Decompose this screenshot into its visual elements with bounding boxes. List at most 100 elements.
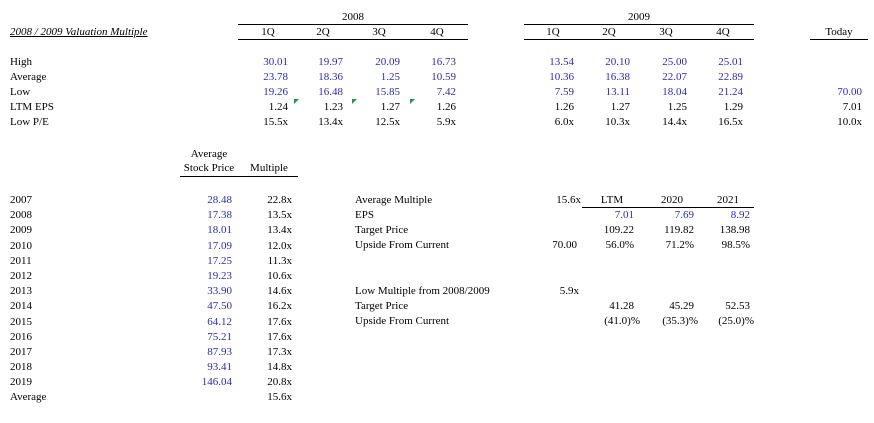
cell-2009-q2-high: 20.10 bbox=[605, 56, 630, 68]
cell-2008-q1-eps: 1.24 bbox=[268, 101, 288, 113]
cell-2009-q4-high: 25.01 bbox=[718, 56, 743, 68]
eps-ltm: 7.01 bbox=[614, 209, 634, 221]
history-year: 2009 bbox=[10, 224, 32, 237]
cell-today-pe: 10.0x bbox=[837, 116, 862, 128]
cell-2009-q2-pe: 10.3x bbox=[605, 116, 630, 128]
history-multiple: 16.2x bbox=[267, 300, 292, 313]
cell-2009-q2-low: 13.11 bbox=[605, 86, 630, 98]
q-header-2009-4: 4Q bbox=[716, 26, 730, 38]
history-price: 17.38 bbox=[207, 209, 232, 222]
cell-2009-q3-low: 18.04 bbox=[662, 86, 687, 98]
row-label-low-pe: Low P/E bbox=[10, 116, 49, 128]
cell-2009-q3-pe: 14.4x bbox=[662, 116, 687, 128]
low-target-price-2020: 45.29 bbox=[669, 300, 694, 312]
q-header-2008-2: 2Q bbox=[316, 26, 330, 38]
history-year: 2015 bbox=[10, 315, 32, 328]
cell-2008-q1-avg: 23.78 bbox=[263, 71, 288, 83]
col-header-2021: 2021 bbox=[717, 194, 739, 206]
upside-ltm: 56.0% bbox=[605, 239, 634, 251]
row-label-low: Low bbox=[10, 86, 31, 98]
cell-2009-q4-low: 21.24 bbox=[718, 86, 743, 98]
comment-marker-icon bbox=[294, 99, 299, 104]
history-price: 17.09 bbox=[207, 239, 232, 252]
history-price: 28.48 bbox=[207, 194, 232, 206]
history-price: 33.90 bbox=[207, 285, 232, 298]
q-underline-2009 bbox=[524, 39, 754, 40]
target-price-2020: 119.82 bbox=[664, 224, 694, 236]
low-multiple-label: Low Multiple from 2008/2009 bbox=[355, 285, 490, 297]
cell-2008-q2-high: 19.97 bbox=[318, 56, 343, 68]
hist-header-underline bbox=[180, 176, 298, 177]
cell-2008-q3-high: 20.09 bbox=[375, 56, 400, 68]
row-label-high: High bbox=[10, 56, 32, 68]
cell-2009-q3-avg: 22.07 bbox=[662, 71, 687, 83]
target-price-2021: 138.98 bbox=[719, 224, 750, 236]
col-header-2020: 2020 bbox=[661, 194, 683, 206]
cell-2009-q1-avg: 10.36 bbox=[549, 71, 574, 83]
cell-2009-q1-pe: 6.0x bbox=[554, 116, 574, 128]
history-year: 2018 bbox=[10, 361, 32, 374]
history-year: 2010 bbox=[10, 239, 32, 252]
history-multiple: 12.0x bbox=[267, 239, 292, 252]
cell-2008-q4-avg: 10.59 bbox=[431, 71, 456, 83]
hist-header-multiple: Multiple bbox=[250, 162, 288, 174]
history-price: 47.50 bbox=[207, 300, 232, 313]
history-year: 2011 bbox=[10, 254, 32, 267]
cell-2009-q4-avg: 22.89 bbox=[718, 71, 743, 83]
history-price: 146.04 bbox=[201, 376, 232, 389]
cell-2008-q3-low: 15.85 bbox=[375, 86, 400, 98]
history-price: 64.12 bbox=[207, 315, 232, 328]
row-label-average: Average bbox=[10, 71, 47, 83]
year-2008-underline bbox=[238, 24, 468, 25]
cell-2008-q1-high: 30.01 bbox=[263, 56, 288, 68]
cell-2008-q4-pe: 5.9x bbox=[436, 116, 456, 128]
history-multiple: 17.3x bbox=[267, 346, 292, 358]
low-multiple-value: 5.9x bbox=[559, 285, 579, 297]
history-multiple: 10.6x bbox=[267, 270, 292, 282]
cell-2008-q4-low: 7.42 bbox=[436, 86, 456, 98]
cell-today-eps: 7.01 bbox=[842, 101, 862, 113]
history-multiple: 20.8x bbox=[267, 376, 292, 389]
cell-2008-q1-low: 19.26 bbox=[263, 86, 288, 98]
eps-2021: 8.92 bbox=[730, 209, 750, 221]
q-header-2009-3: 3Q bbox=[659, 26, 673, 38]
history-average-label: Average bbox=[10, 391, 47, 403]
history-multiple: 11.3x bbox=[267, 254, 292, 267]
target-price-label: Target Price bbox=[355, 224, 409, 236]
col-header-ltm: LTM bbox=[600, 194, 624, 206]
year-2009-header: 2009 bbox=[628, 11, 650, 23]
history-year: 2012 bbox=[10, 270, 32, 282]
target-price-ltm: 109.22 bbox=[603, 224, 634, 236]
cell-2008-q3-avg: 1.25 bbox=[380, 71, 400, 83]
history-year: 2016 bbox=[10, 330, 32, 343]
history-multiple: 17.6x bbox=[267, 315, 292, 328]
upside-label: Upside From Current bbox=[355, 239, 450, 251]
cell-2008-q4-high: 16.73 bbox=[431, 56, 456, 68]
history-multiple: 14.8x bbox=[267, 361, 292, 374]
history-price: 93.41 bbox=[207, 361, 232, 374]
history-multiple: 14.6x bbox=[267, 285, 292, 298]
comment-marker-icon bbox=[410, 99, 415, 104]
row-label-ltm-eps: LTM EPS bbox=[10, 101, 54, 113]
today-underline bbox=[810, 39, 868, 40]
low-upside-label: Upside From Current bbox=[355, 315, 450, 327]
q-header-2008-1: 1Q bbox=[261, 26, 275, 38]
low-target-price-label: Target Price bbox=[355, 300, 409, 312]
low-target-price-ltm: 41.28 bbox=[609, 300, 634, 312]
q-underline-2008 bbox=[238, 39, 468, 40]
low-target-price-2021: 52.53 bbox=[725, 300, 750, 312]
cell-2009-q1-eps: 1.26 bbox=[554, 101, 574, 113]
history-multiple: 22.8x bbox=[267, 194, 292, 206]
avg-col-underline bbox=[582, 207, 754, 208]
q-header-2009-2: 2Q bbox=[602, 26, 616, 38]
cell-2008-q2-avg: 18.36 bbox=[318, 71, 343, 83]
cell-2009-q3-high: 25.00 bbox=[662, 56, 687, 68]
hist-header-avg: Average bbox=[190, 148, 228, 160]
current-price: 70.00 bbox=[552, 239, 577, 251]
history-price: 87.93 bbox=[207, 346, 232, 358]
history-price: 19.23 bbox=[207, 270, 232, 282]
cell-2009-q4-pe: 16.5x bbox=[718, 116, 743, 128]
history-year: 2014 bbox=[10, 300, 32, 313]
eps-label: EPS bbox=[355, 209, 374, 221]
eps-2020: 7.69 bbox=[674, 209, 694, 221]
